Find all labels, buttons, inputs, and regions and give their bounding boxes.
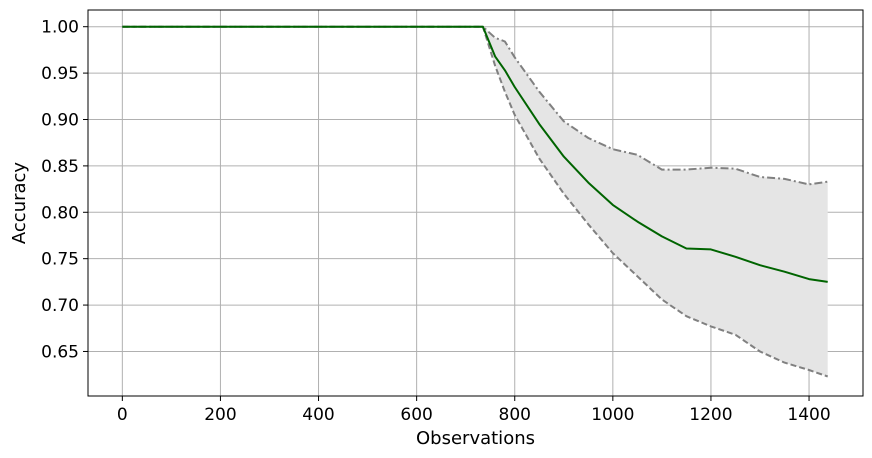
x-tick-label: 1200 — [689, 405, 732, 425]
plot-frame — [87, 9, 864, 397]
y-tick-label: 0.70 — [41, 296, 79, 316]
y-tick-label: 0.95 — [41, 64, 79, 84]
x-tick-label: 0 — [117, 405, 128, 425]
series-line-mean — [122, 25, 828, 283]
confidence-band — [122, 26, 828, 377]
y-tick-label: 0.90 — [41, 110, 79, 130]
series-line-lower — [122, 25, 829, 378]
x-axis-label: Observations — [416, 428, 535, 449]
x-tick-label: 200 — [204, 405, 236, 425]
y-axis-label: Accuracy — [9, 162, 30, 245]
y-axis-ticks: 0.65 0.70 0.75 0.80 0.85 0.90 0.95 1.00 — [41, 18, 88, 362]
y-tick-label: 0.75 — [41, 250, 79, 270]
y-tick-label: 1.00 — [41, 18, 79, 38]
x-tick-label: 600 — [400, 405, 432, 425]
x-tick-label: 400 — [302, 405, 334, 425]
x-tick-label: 1000 — [591, 405, 634, 425]
x-tick-label: 1400 — [787, 405, 830, 425]
y-tick-label: 0.65 — [41, 342, 79, 362]
series-line-upper — [122, 25, 828, 186]
x-tick-label: 800 — [499, 405, 531, 425]
series-layer — [122, 25, 829, 378]
x-axis-ticks: 0 200 400 600 800 1000 1200 1400 — [117, 396, 831, 425]
y-tick-label: 0.85 — [41, 157, 79, 177]
y-tick-label: 0.80 — [41, 203, 79, 223]
